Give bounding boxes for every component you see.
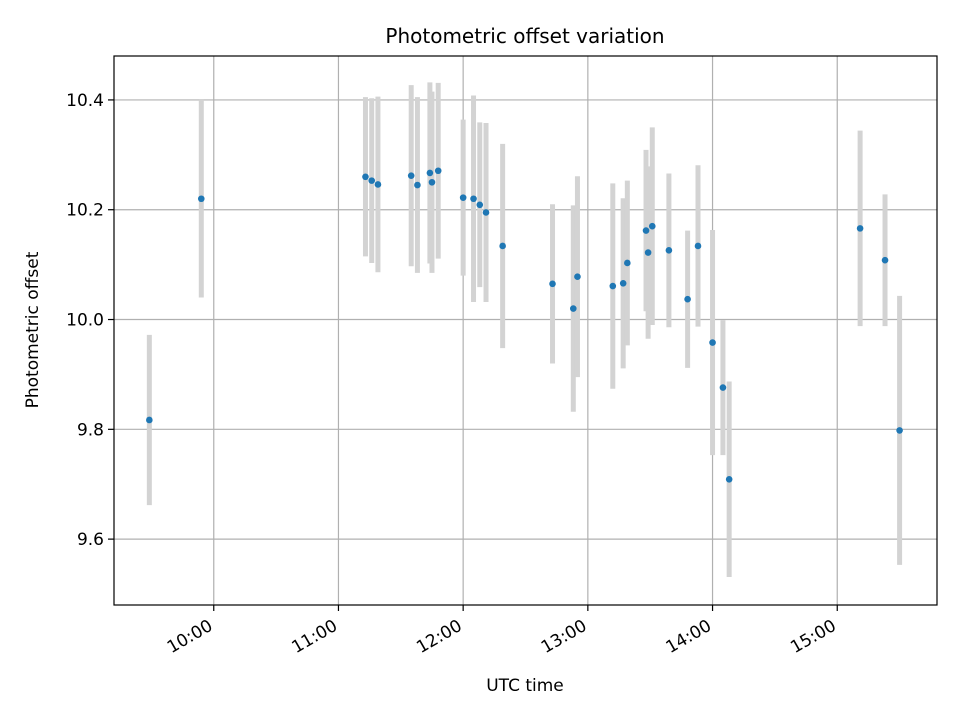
data-point <box>434 167 442 175</box>
data-point <box>428 178 436 186</box>
data-point <box>407 172 415 179</box>
data-point <box>470 195 477 203</box>
data-point <box>644 249 652 256</box>
data-point <box>368 177 376 184</box>
data-point <box>362 173 369 181</box>
data-points <box>146 167 903 483</box>
data-point <box>197 195 205 203</box>
data-point <box>374 181 382 188</box>
data-point <box>694 242 702 250</box>
chart-title: Photometric offset variation <box>385 24 664 48</box>
data-point <box>459 194 467 201</box>
data-point <box>609 282 617 290</box>
x-axis-label: UTC time <box>486 676 564 696</box>
data-point <box>624 259 631 267</box>
data-point <box>499 242 506 250</box>
y-axis-label: Photometric offset <box>23 251 43 408</box>
data-point <box>426 169 434 177</box>
data-point <box>684 295 691 303</box>
data-point <box>574 273 581 280</box>
y-tick-label: 10.0 <box>66 311 104 331</box>
y-tick-label: 10.2 <box>66 201 104 221</box>
y-tick-label: 10.4 <box>66 91 104 111</box>
data-point <box>482 209 490 216</box>
data-point <box>665 247 673 254</box>
data-point <box>881 256 889 264</box>
data-point <box>648 222 656 230</box>
data-point <box>725 475 733 483</box>
data-point <box>856 225 864 232</box>
data-point <box>476 201 484 209</box>
data-point <box>619 279 627 287</box>
plot-frame <box>113 55 938 606</box>
y-tick-label: 9.8 <box>77 420 104 440</box>
data-point <box>549 280 556 288</box>
data-point <box>709 339 716 346</box>
data-point <box>719 384 727 391</box>
y-axis-ticks: 9.6 9.8 10.0 10.2 10.4 <box>66 91 114 550</box>
data-point <box>896 427 903 434</box>
data-point <box>146 416 153 424</box>
y-tick-label: 9.6 <box>77 530 104 550</box>
data-point <box>570 305 577 312</box>
data-point <box>642 227 650 234</box>
data-point <box>414 181 421 189</box>
